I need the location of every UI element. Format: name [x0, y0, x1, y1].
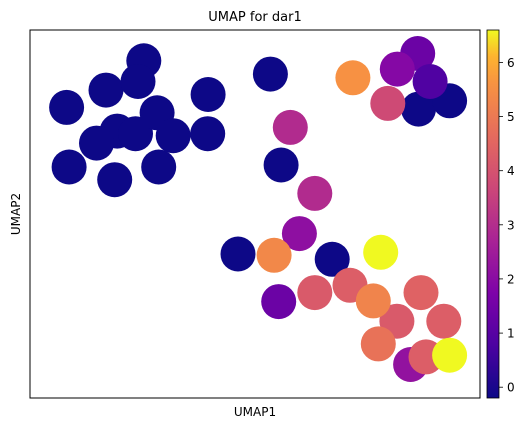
- scatter-point: [297, 275, 333, 311]
- colorbar-tick-label: 6: [507, 56, 515, 70]
- scatter-point: [190, 116, 226, 152]
- scatter-point: [118, 116, 153, 152]
- scatter-point: [281, 216, 317, 252]
- scatter-point: [141, 149, 177, 185]
- scatter-point: [401, 91, 436, 127]
- plot-frame: [29, 29, 481, 399]
- colorbar-tick-label: 5: [507, 110, 515, 124]
- scatter-point: [432, 337, 468, 373]
- scatter-point: [261, 284, 297, 320]
- colorbar: [486, 29, 500, 399]
- scatter-point: [412, 64, 448, 99]
- scatter-point: [370, 85, 406, 121]
- scatter-point: [363, 234, 399, 270]
- colorbar-tick-label: 0: [507, 381, 515, 395]
- scatter-point: [379, 51, 415, 87]
- scatter-point: [120, 64, 156, 99]
- x-axis-label: UMAP1: [234, 405, 276, 419]
- colorbar-tick-label: 1: [507, 327, 515, 341]
- scatter-point: [426, 303, 462, 339]
- scatter-point: [51, 149, 87, 185]
- scatter-point: [272, 109, 308, 145]
- scatter-point: [220, 236, 256, 272]
- scatter-point: [335, 60, 371, 96]
- colorbar-tick-label: 3: [507, 218, 515, 232]
- scatter-point: [252, 56, 288, 92]
- scatter-point: [297, 175, 333, 211]
- y-axis-label: UMAP2: [9, 193, 23, 235]
- scatter-point: [190, 77, 226, 112]
- scatter-points: [49, 36, 468, 382]
- scatter-point: [49, 89, 85, 125]
- chart-title: UMAP for dar1: [208, 10, 301, 25]
- scatter-point: [88, 72, 124, 108]
- scatter-point: [314, 241, 350, 277]
- colorbar-tick-label: 4: [507, 164, 515, 178]
- scatter-point: [79, 125, 114, 161]
- scatter-point: [403, 275, 439, 311]
- scatter-point: [355, 283, 391, 319]
- scatter-point: [256, 237, 292, 273]
- scatter-point: [155, 118, 191, 154]
- colorbar-tick-label: 2: [507, 272, 515, 286]
- scatter-point: [97, 162, 133, 198]
- scatter-point: [263, 147, 299, 183]
- colorbar-ticks: 0 1 2 3 4 5 6: [499, 56, 515, 395]
- scatter-point: [360, 326, 396, 362]
